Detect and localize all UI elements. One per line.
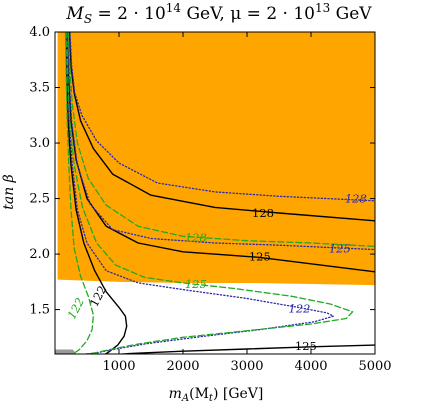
contour-label-dotted-128: 128 [345,192,367,206]
contour-solid-125 [112,344,375,354]
contour-solid-122 [65,32,128,354]
contour-label-dotted-122: 122 [289,301,311,315]
contour-dashed-125 [66,32,354,354]
chart-title: MS = 2 · 1014 GeV, μ = 2 · 1013 GeV [65,1,372,26]
axis-ticks: 1000 2000 3000 4000 5000 1.5 2.0 2.5 3.0 3.5 4.0 [29,25,391,374]
y-tick-label: 3.5 [29,81,50,96]
title-part: 14 [166,1,182,15]
contour-label-solid-125: 125 [249,249,271,263]
contour-dotted-128 [69,32,375,202]
title-part: S [84,12,92,26]
contour-dotted-125 [66,32,375,251]
title-part: 13 [315,1,330,15]
y-tick-label: 4.0 [29,25,50,40]
title-part: = 2 · 10 [92,4,166,24]
xlabel-part: (M [189,386,209,402]
excluded-region [57,32,375,286]
contour-label-dashed-122: 122 [64,295,87,321]
contour-solid-128 [68,32,375,222]
y-axis-label: tan β [1,174,17,210]
contour-label-dashed-128: 128 [185,230,207,244]
x-tick-label: 5000 [358,359,391,374]
gray-band-region [55,349,77,354]
y-tick-label: 2.5 [29,192,50,207]
contour-dotted-122 [65,32,335,354]
xlabel-part: A [181,393,189,404]
axes-frame [54,31,376,355]
x-axis-label: mA(Mt) [GeV] [169,386,264,404]
contour-dashed-128 [67,32,375,247]
contour-label-solid-122: 122 [87,283,110,309]
contour-dashed-122 [64,32,95,354]
xlabel-part: ) [GeV] [213,386,263,402]
contour-label-dotted-125: 125 [329,242,351,256]
x-tick-label: 1000 [102,359,135,374]
xlabel-part: t [209,393,214,404]
contour-label-dashed-125: 125 [185,277,207,291]
y-tick-label: 3.0 [29,136,50,151]
x-tick-label: 2000 [166,359,199,374]
title-part: M [65,4,84,24]
title-part: GeV [330,4,372,24]
y-tick-label: 1.5 [29,303,50,318]
contour-label-solid-128: 128 [252,206,274,220]
xlabel-part: m [169,386,182,402]
x-tick-label: 4000 [294,359,327,374]
x-tick-label: 3000 [230,359,263,374]
contour-label-solid-125: 125 [295,339,317,353]
y-tick-label: 2.0 [29,247,50,262]
plot-area [55,32,375,354]
series-layer [64,32,375,354]
title-part: GeV, μ = 2 · 10 [181,4,315,24]
contour-solid-125 [66,32,375,273]
